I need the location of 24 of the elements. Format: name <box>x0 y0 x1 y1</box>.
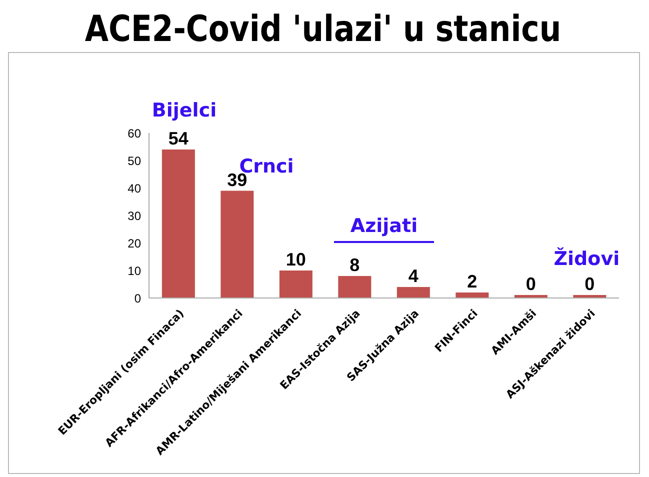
annotation: Azijati <box>350 215 418 237</box>
y-tick-label: 50 <box>128 154 142 168</box>
y-tick-label: 60 <box>128 126 142 140</box>
chart-title: ACE2-Covid 'ulazi' u stanicu <box>84 8 562 52</box>
data-label: 0 <box>584 274 595 294</box>
data-label: 54 <box>168 128 188 148</box>
bar <box>220 190 254 298</box>
annotation: Židovi <box>554 247 620 270</box>
data-label: 10 <box>286 250 306 270</box>
data-label: 2 <box>467 272 478 292</box>
y-tick-label: 30 <box>128 208 142 223</box>
text: Bijelci <box>152 100 217 122</box>
y-tick-label: 0 <box>134 291 142 306</box>
bar <box>456 292 489 298</box>
bar <box>162 150 195 298</box>
bar <box>279 270 312 298</box>
data-label: 8 <box>350 255 360 275</box>
bar <box>396 287 430 298</box>
data-label: 4 <box>408 266 418 286</box>
y-tick-label: 40 <box>128 181 142 196</box>
bar <box>338 276 372 298</box>
y-tick-label: 20 <box>128 236 142 250</box>
data-label: 0 <box>526 274 536 294</box>
y-tick-label: 10 <box>128 264 142 278</box>
